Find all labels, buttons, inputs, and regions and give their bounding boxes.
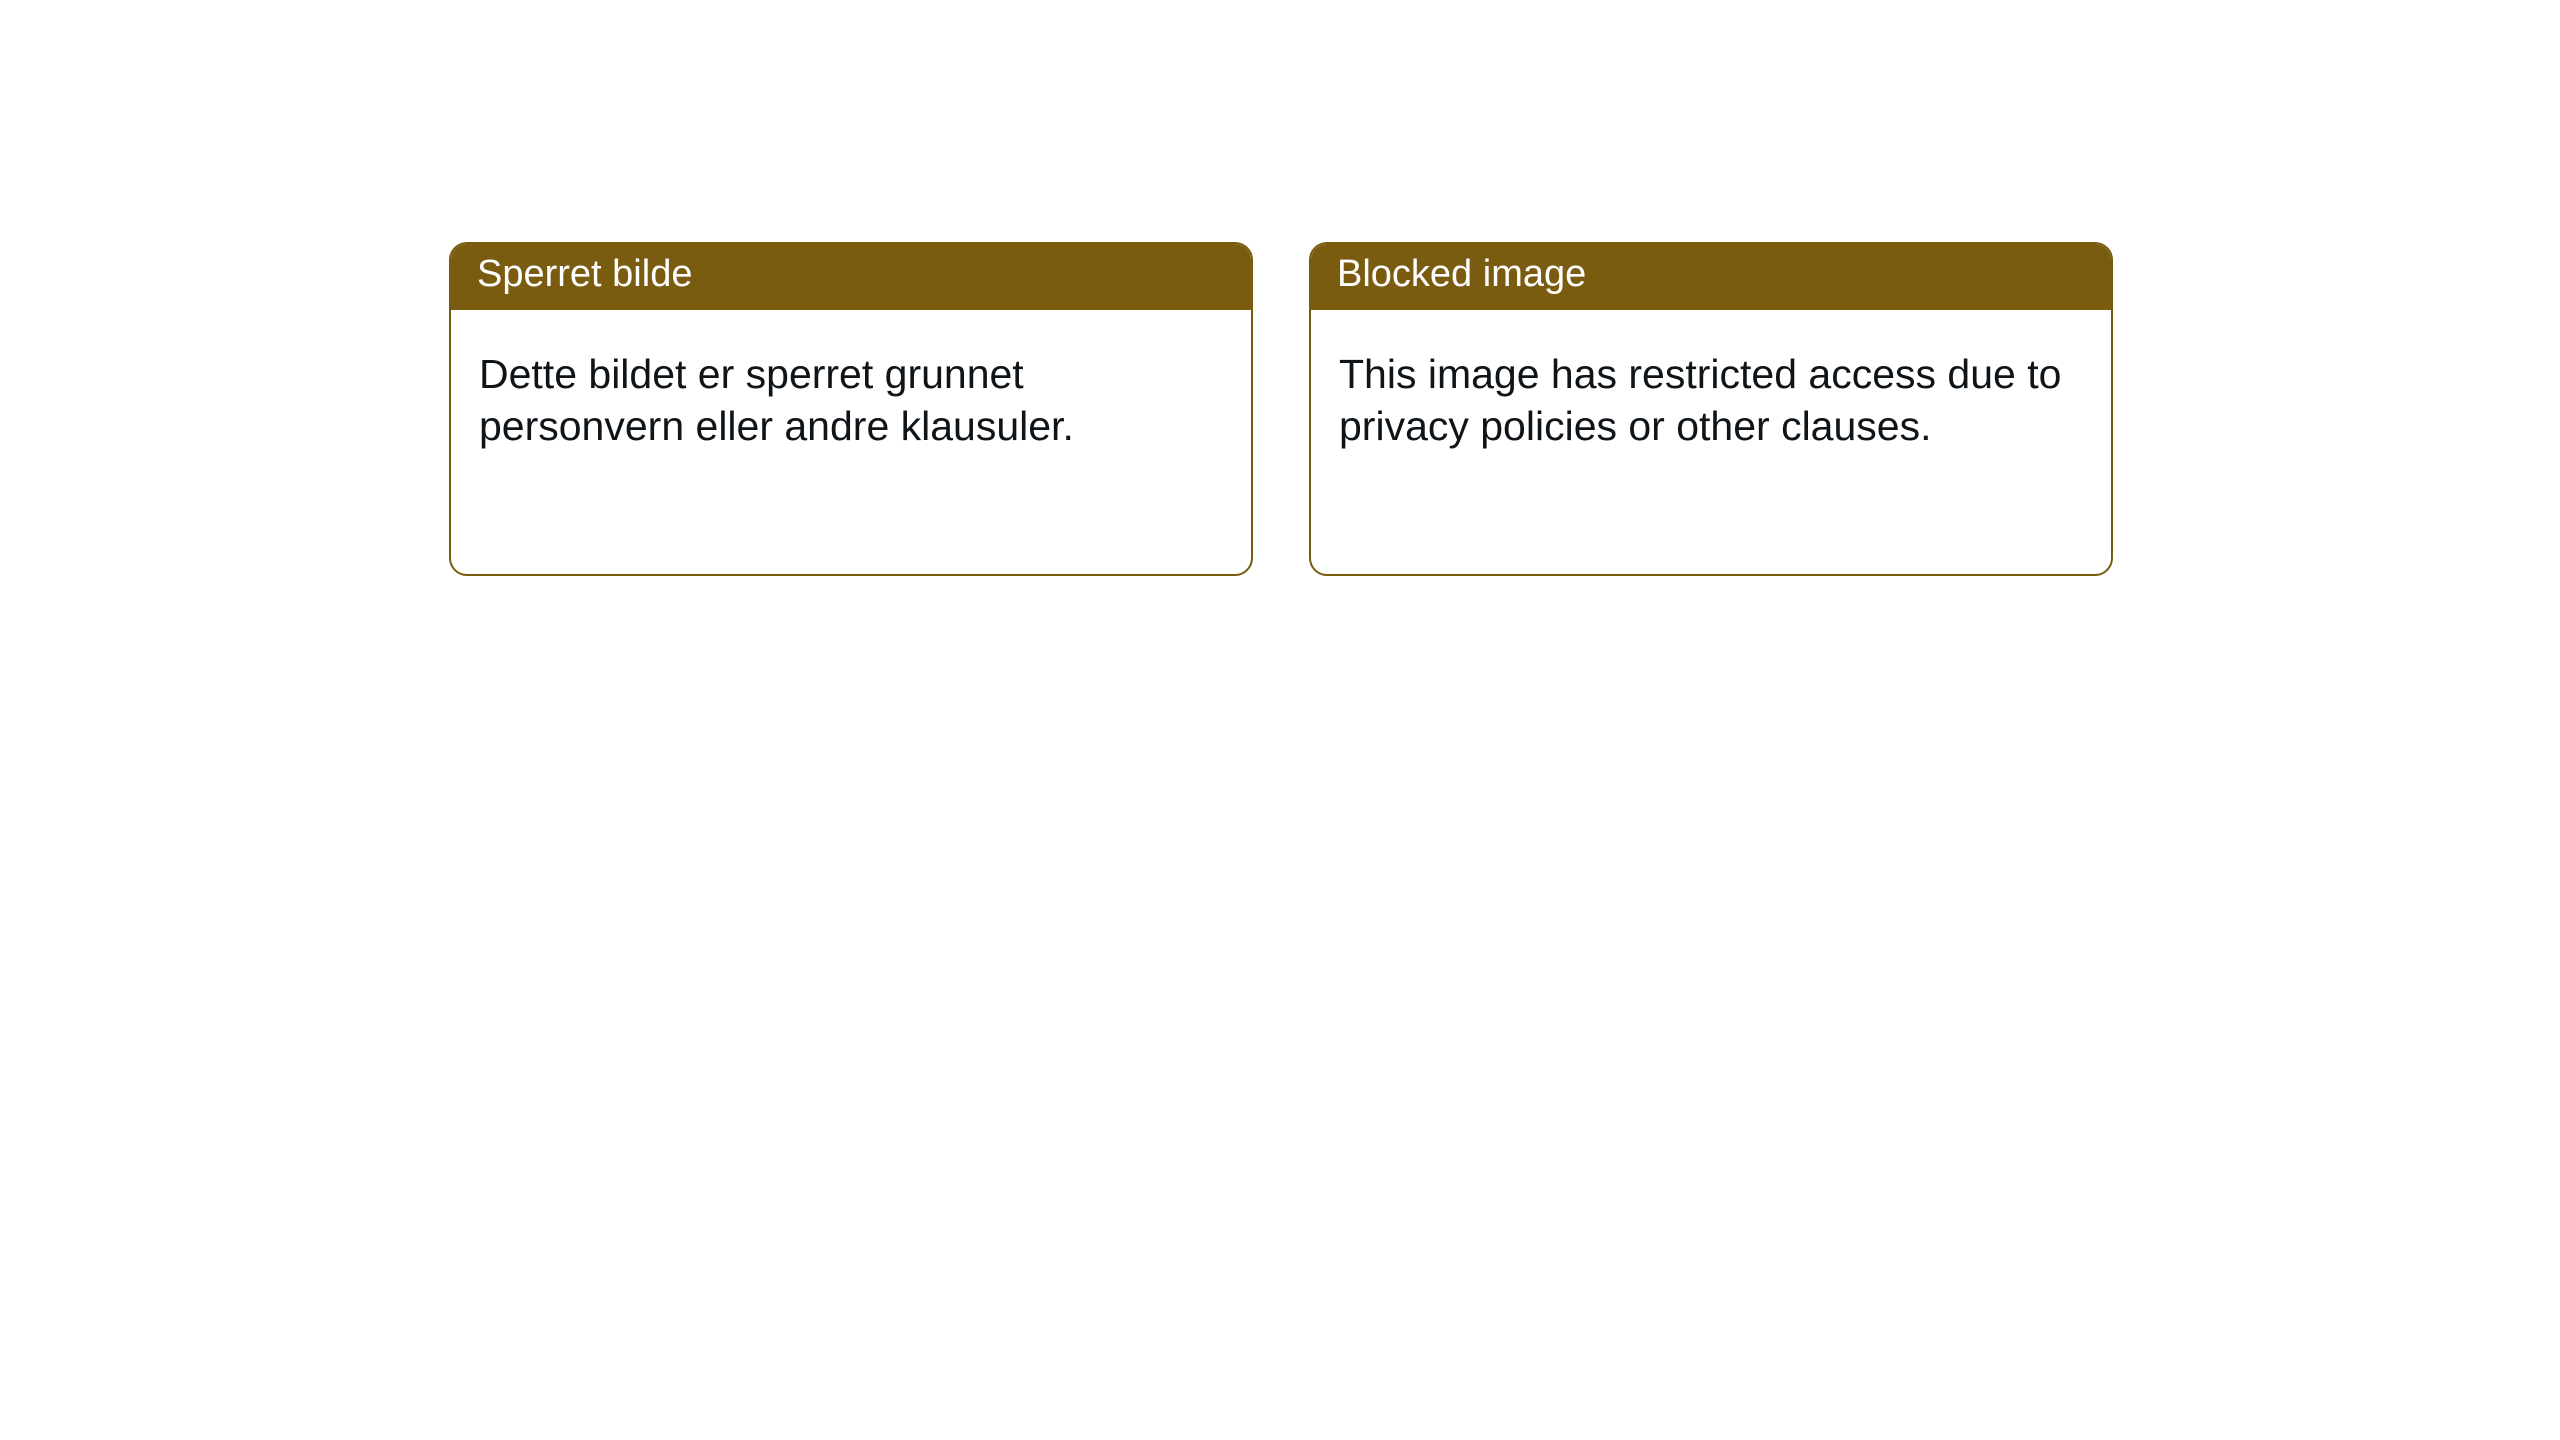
- card-body-text: This image has restricted access due to …: [1339, 351, 2061, 449]
- card-title: Blocked image: [1337, 253, 1586, 295]
- card-body-text: Dette bildet er sperret grunnet personve…: [479, 351, 1074, 449]
- card-title: Sperret bilde: [477, 253, 692, 295]
- card-body: Dette bildet er sperret grunnet personve…: [451, 310, 1251, 490]
- notice-card-en: Blocked image This image has restricted …: [1309, 242, 2113, 576]
- card-header: Sperret bilde: [451, 244, 1251, 310]
- card-body: This image has restricted access due to …: [1311, 310, 2111, 490]
- notice-card-no: Sperret bilde Dette bildet er sperret gr…: [449, 242, 1253, 576]
- notice-container: Sperret bilde Dette bildet er sperret gr…: [0, 0, 2560, 576]
- card-header: Blocked image: [1311, 244, 2111, 310]
